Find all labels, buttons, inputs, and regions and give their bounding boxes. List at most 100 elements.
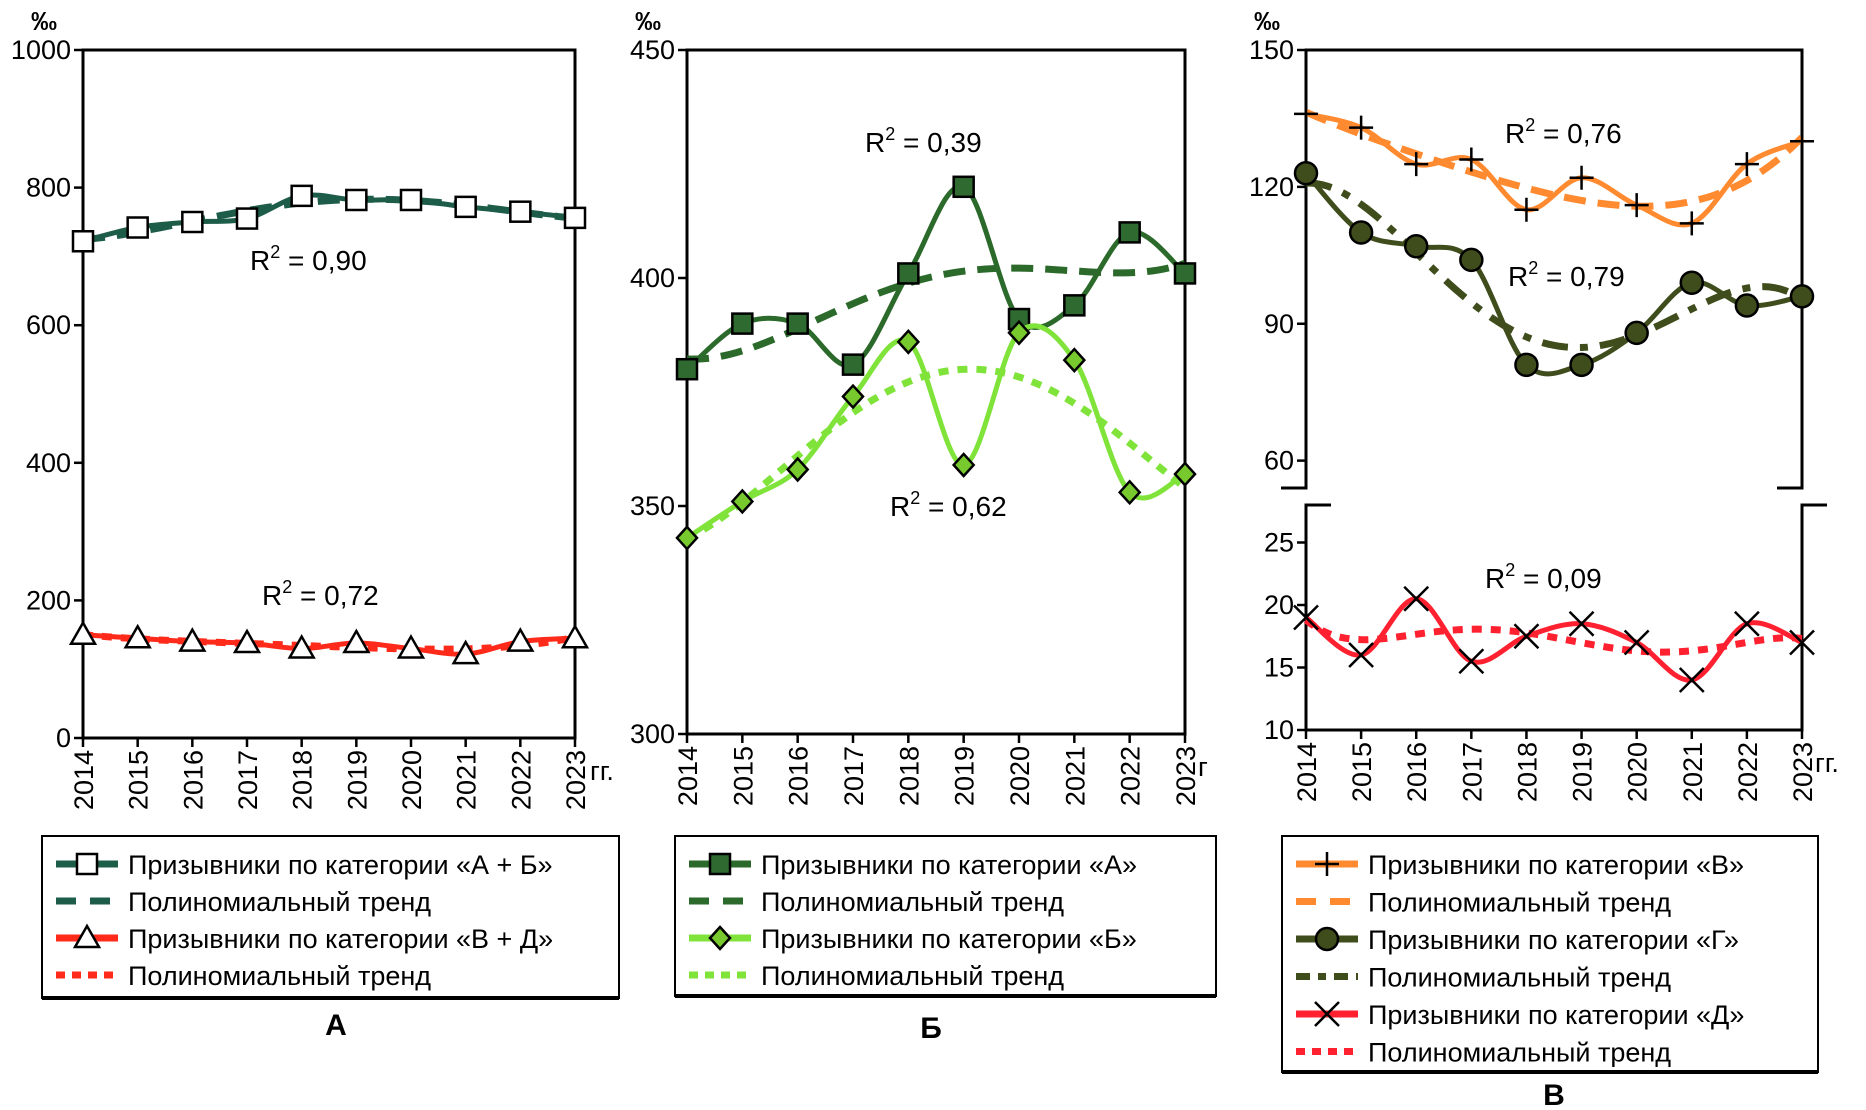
x-tick-label: 2021: [1678, 742, 1708, 802]
x-tick-label: 2018: [1512, 742, 1542, 802]
data-point: [1569, 165, 1594, 190]
x-tick-label: 2022: [1733, 742, 1763, 802]
data-point: [841, 353, 865, 376]
r2-superscript: 2: [270, 242, 280, 262]
y-tick-label: 150: [1249, 35, 1294, 65]
data-point: [786, 312, 809, 335]
data-point: [1173, 262, 1197, 285]
x-axis-unit: гг.: [1815, 748, 1839, 778]
legend-label: Полиномиальный тренд: [761, 887, 1064, 917]
data-point: [896, 328, 921, 355]
data-point: [1063, 294, 1086, 317]
data-point: [1513, 623, 1540, 650]
legend: Призывники по категории «В» Полиномиальны…: [1281, 835, 1819, 1074]
r2-value: = 0,79: [1538, 261, 1624, 292]
data-point: [1623, 629, 1650, 656]
data-point: [287, 634, 316, 659]
legend-marker: [75, 852, 99, 876]
legend-label: Призывники по категории «Г»: [1368, 925, 1739, 955]
panel-label: А: [325, 1009, 347, 1042]
data-point: [897, 262, 920, 285]
data-point: [1568, 610, 1595, 637]
plot-frame-upper: [1281, 48, 1804, 490]
series-2: [675, 319, 1197, 551]
x-tick-label: 2015: [728, 746, 758, 806]
x-tick-label: 2014: [673, 746, 703, 806]
r2-base: R: [262, 580, 282, 611]
r2-value: = 0,72: [292, 580, 378, 611]
data-point: [451, 639, 480, 665]
data-point: [1734, 610, 1760, 637]
data-point: [454, 195, 477, 219]
trend-line: [1305, 179, 1804, 352]
data-point: [235, 207, 259, 230]
data-point: [1293, 160, 1319, 186]
y-tick-label: 60: [1264, 446, 1294, 476]
series-line: [1304, 596, 1804, 683]
x-tick-label: 2015: [124, 750, 154, 810]
data-point: [1117, 479, 1142, 506]
x-tick-label: 2020: [1005, 746, 1035, 806]
data-point: [509, 200, 532, 223]
data-point: [1348, 220, 1374, 245]
x-tick-label: 2023: [1171, 746, 1201, 806]
data-point: [178, 627, 207, 652]
legend-label: Призывники по категории «В + Д»: [128, 924, 553, 954]
series-line: [685, 183, 1187, 372]
r-squared-label: R2 = 0,79: [1508, 258, 1625, 292]
y-tick-label: 200: [26, 585, 71, 615]
r2-base: R: [890, 491, 910, 522]
x-tick-label: 2019: [342, 750, 372, 810]
x-tick-label: 2018: [894, 746, 924, 806]
series-3: [1293, 585, 1815, 693]
legend-label: Призывники по категории «А»: [761, 850, 1137, 880]
r2-value: = 0,76: [1535, 118, 1621, 149]
data-point: [1789, 629, 1815, 656]
data-point: [1734, 293, 1760, 318]
data-point: [785, 456, 810, 483]
data-point: [126, 216, 149, 239]
data-point: [71, 230, 95, 253]
y-tick-label: 10: [1264, 715, 1294, 745]
y-tick-label: 450: [630, 35, 675, 65]
data-point: [1734, 152, 1759, 177]
r2-value: = 0,39: [895, 127, 981, 158]
r2-base: R: [1505, 118, 1525, 149]
r2-superscript: 2: [282, 577, 292, 597]
data-point: [1679, 211, 1704, 236]
series-2: [68, 620, 590, 665]
legend-label: Призывники по категории «Д»: [1368, 1000, 1744, 1030]
y-axis-unit: ‰: [31, 6, 57, 36]
data-point: [730, 488, 755, 515]
data-point: [1459, 247, 1484, 273]
data-point: [1293, 604, 1319, 631]
y-tick-label: 0: [56, 723, 71, 753]
legend-marker: [1314, 926, 1340, 952]
x-tick-label: 2014: [69, 750, 99, 810]
data-point: [1458, 648, 1485, 675]
data-point: [1403, 585, 1430, 612]
data-point: [1569, 352, 1594, 378]
r-squared-label: R2 = 0,90: [250, 242, 367, 276]
r2-superscript: 2: [910, 488, 920, 508]
data-point: [1624, 320, 1649, 346]
y-tick-label: 350: [630, 491, 675, 521]
plot-frame-lower: [1304, 503, 1827, 732]
data-point: [952, 175, 975, 199]
data-point: [951, 452, 976, 478]
r2-base: R: [1485, 563, 1505, 594]
legend-marker: [708, 925, 732, 951]
data-point: [232, 628, 262, 654]
legend-label: Призывники по категории «Б»: [761, 924, 1137, 954]
data-point: [396, 634, 426, 659]
x-tick-label: 2020: [397, 750, 427, 810]
panel-2: 300 350 400 450‰ 2014 2015 2016 2017 2018 2019 202…: [630, 6, 1217, 1045]
y-tick-label: 20: [1264, 590, 1294, 620]
legend-label: Полиномиальный тренд: [1368, 888, 1671, 918]
series-1: [1294, 101, 1814, 236]
data-point: [1514, 197, 1539, 222]
y-tick-label: 600: [26, 310, 71, 340]
trend-line: [686, 259, 1187, 363]
legend-label: Полиномиальный тренд: [761, 961, 1064, 991]
x-tick-label: 2023: [561, 750, 591, 810]
